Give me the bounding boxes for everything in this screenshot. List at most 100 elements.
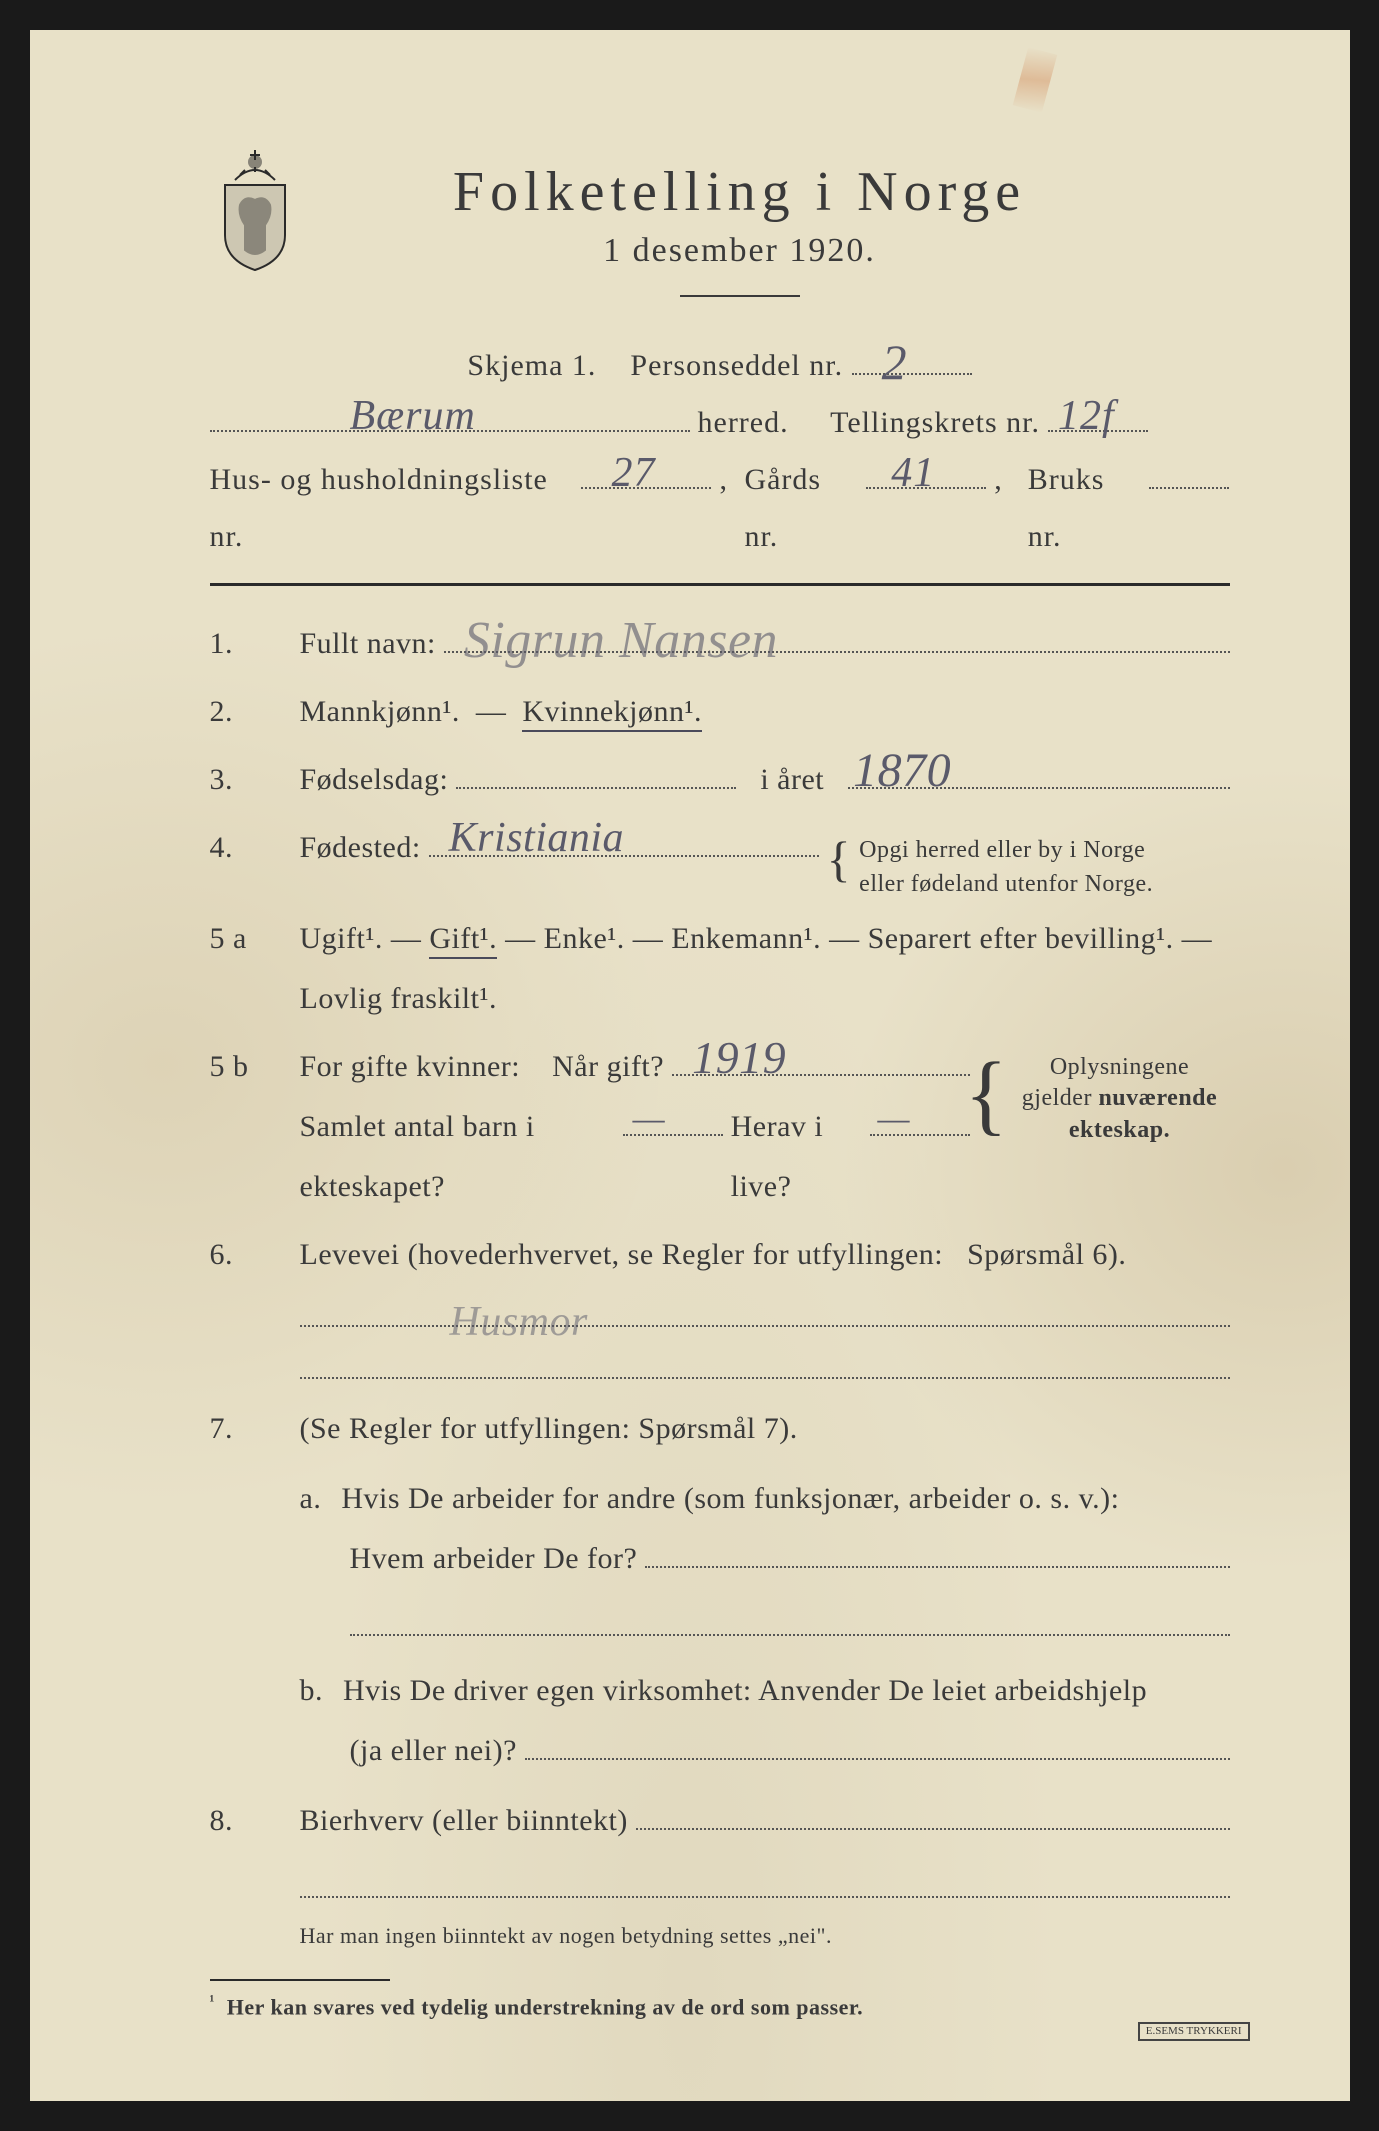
census-circuit-value: 12f [1058,377,1115,457]
q7b-num: b. [300,1661,324,1721]
q4-value: Kristiania [449,796,624,880]
q5b-when-blank: 1919 [672,1040,969,1076]
q5a-opt3: Enke¹. [544,922,625,955]
q7b-text2: (ja eller nei)? [350,1721,517,1781]
q5b-note-l2: gjelder nuværende [1022,1085,1217,1111]
q8-num: 8. [210,1791,270,1851]
q7a-num: a. [300,1469,322,1529]
household-value: 27 [611,434,655,514]
person-slip-label: Personseddel nr. [630,349,843,382]
q7-intro: (Se Regler for utfyllingen: Spørsmål 7). [300,1412,798,1445]
q1-num: 1. [210,614,270,674]
q5a-num: 5 a [210,909,270,1029]
q4-note: Opgi herred eller by i Norge eller fødel… [859,834,1153,901]
printer-mark: E.SEMS TRYKKERI [1138,2022,1250,2041]
farm-value: 41 [891,434,935,514]
q7a-text1: Hvis De arbeider for andre (som funksjon… [341,1469,1119,1529]
schema-label: Skjema 1. [467,349,596,382]
use-blank [1149,459,1229,489]
census-circuit-blank: 12f [1048,402,1148,432]
district-blank: Bærum [210,402,690,432]
q5a-opt5: Separert efter bevilling¹. [868,922,1174,955]
header-rule [210,583,1230,586]
q3: 3. Fødselsdag: i året 1870 [210,750,1230,810]
q5b-alive-value: — [878,1082,911,1154]
q3-label: Fødselsdag: [300,750,449,810]
q6-blank2 [300,1377,1230,1379]
q3-year-blank: 1870 [848,753,1229,789]
q5b-alive-label: Herav i live? [731,1097,862,1217]
person-slip-blank: 2 [852,345,972,375]
household-blank: 27 [581,459,711,489]
form-title: Folketelling i Norge [340,160,1140,224]
q5b-note-l3: ekteskap. [1069,1117,1170,1143]
q5b-alive-blank: — [870,1100,970,1136]
coat-of-arms-icon [210,140,300,280]
q7b-blank [525,1724,1230,1760]
q5b-note-l1: Oplysningene [1050,1054,1189,1080]
q6-num: 6. [210,1225,270,1379]
q5b-side-note: { Oplysningene gjelder nuværende ekteska… [1000,1052,1240,1146]
q7a: a. Hvis De arbeider for andre (som funks… [300,1469,1230,1636]
q4-num: 4. [210,818,270,901]
q4: 4. Fødested: Kristiania { Opgi herred el… [210,818,1230,901]
q1-value: Sigrun Nansen [464,589,778,693]
q8-label: Bierhverv (eller biinntekt) [300,1791,628,1851]
q5a-opt1: Ugift¹. [300,922,383,955]
farm-label: Gårds nr. [744,451,858,565]
q7b-text1: Hvis De driver egen virksomhet: Anvender… [343,1661,1147,1721]
q5a-opt2: Gift¹. [429,922,497,959]
q3-year-value: 1870 [853,723,951,819]
q2-num: 2. [210,682,270,742]
census-form-page: Folketelling i Norge 1 desember 1920. Sk… [30,30,1350,2101]
q7a-blank [645,1532,1229,1568]
q7a-blank2 [350,1634,1230,1636]
footnote-text: Her kan svares ved tydelig understreknin… [227,1995,863,2020]
title-block: Folketelling i Norge 1 desember 1920. [340,160,1230,327]
q2: 2. Mannkjønn¹. — Kvinnekjønn¹. [210,682,1230,742]
household-line: Hus- og husholdningsliste nr. 27 , Gårds… [210,451,1230,565]
q6-blank: Husmor [300,1325,1230,1327]
q5b-num: 5 b [210,1037,270,1217]
q6-label2: Spørsmål 6). [967,1238,1126,1271]
q5a-opt4: Enkemann¹. [671,922,821,955]
footnote-marker: ¹ [210,1993,215,2010]
q2-male: Mannkjønn¹. [300,695,460,728]
q8-blank [636,1794,1230,1830]
q7: 7. (Se Regler for utfyllingen: Spørsmål … [210,1399,1230,1781]
q3-day-blank [456,753,736,789]
q1-blank: Sigrun Nansen [444,617,1230,653]
q7b: b. Hvis De driver egen virksomhet: Anven… [300,1661,1230,1781]
form-date: 1 desember 1920. [340,232,1140,270]
q2-female: Kvinnekjønn¹. [522,695,702,732]
q6: 6. Levevei (hovederhvervet, se Regler fo… [210,1225,1230,1379]
district-value: Bærum [350,377,476,457]
q6-label: Levevei (hovederhvervet, se Regler for u… [300,1238,944,1271]
q8-blank2 [300,1896,1230,1898]
q8: 8. Bierhverv (eller biinntekt) [210,1791,1230,1851]
q5b-children-blank: — [623,1100,723,1136]
q5b-when-value: 1919 [692,1012,786,1104]
q5b-children-label: Samlet antal barn i ekteskapet? [300,1097,615,1217]
household-list-label: Hus- og husholdningsliste nr. [210,451,574,565]
q7-num: 7. [210,1399,270,1781]
q7a-text2: Hvem arbeider De for? [350,1529,638,1589]
q4-note-l1: Opgi herred eller by i Norge [859,837,1145,863]
q4-label: Fødested: [300,818,421,878]
form-header: Folketelling i Norge 1 desember 1920. [210,160,1230,327]
district-label: herred. [698,394,789,451]
district-line: Bærum herred. Tellingskrets nr. 12f [210,394,1230,451]
q5b-line1-label: For gifte kvinner: [300,1037,521,1097]
q3-num: 3. [210,750,270,810]
brace-icon: { [965,1072,1009,1117]
nei-note: Har man ingen biinntekt av nogen betydni… [300,1923,1230,1949]
q4-blank: Kristiania [429,821,819,857]
farm-blank: 41 [866,459,986,489]
q5b: 5 b For gifte kvinner: Når gift? 1919 Sa… [210,1037,1230,1217]
q2-sep: — [476,695,507,728]
bottom-footnote: ¹ Her kan svares ved tydelig understrekn… [210,1993,1230,2020]
q4-note-l2: eller fødeland utenfor Norge. [859,871,1153,897]
use-label: Bruks nr. [1028,451,1142,565]
paper-stain [1012,47,1057,113]
title-divider [680,295,800,297]
